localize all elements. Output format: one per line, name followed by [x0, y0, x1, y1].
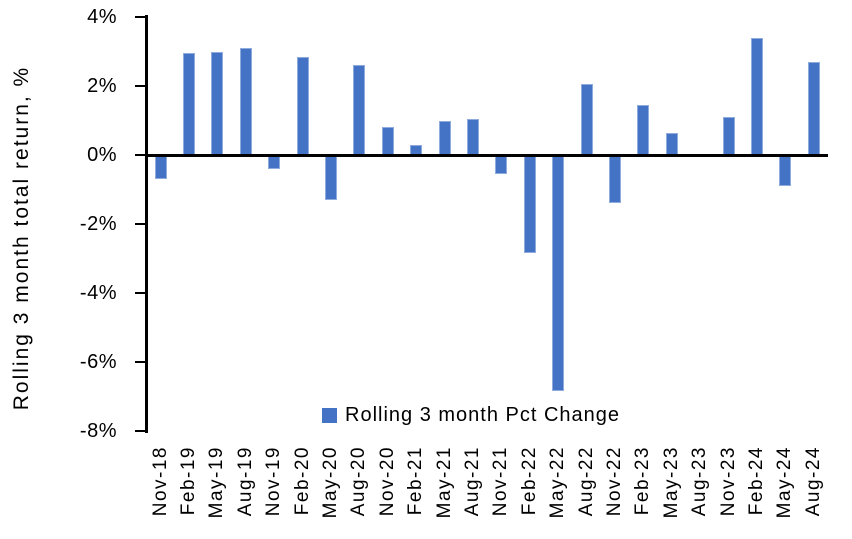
y-tick-mark: [135, 85, 145, 87]
y-tick-label: -4%: [79, 282, 117, 304]
y-tick-label: -6%: [79, 351, 117, 373]
bar-Aug-22: [580, 84, 593, 155]
zero-baseline: [145, 153, 828, 157]
x-tick-label: May-20: [319, 446, 341, 519]
legend-label: Rolling 3 month Pct Change: [345, 404, 621, 426]
bar-Nov-19: [268, 155, 281, 169]
y-tick-mark: [135, 154, 145, 156]
bar-Aug-20: [353, 65, 366, 155]
x-tick-label: Feb-24: [745, 446, 767, 516]
y-axis-title: Rolling 3 month total return, %: [10, 65, 33, 411]
y-axis-line: [145, 15, 148, 433]
y-tick-label: -8%: [79, 420, 117, 442]
y-tick-label: 0%: [87, 144, 117, 166]
legend-swatch: [322, 408, 337, 423]
bar-Feb-22: [523, 155, 536, 254]
x-tick-label: Aug-23: [689, 446, 711, 517]
bar-Feb-20: [296, 56, 309, 155]
x-tick-label: May-24: [774, 446, 796, 519]
bar-Feb-24: [750, 37, 763, 155]
bar-Nov-21: [495, 155, 508, 174]
x-tick-label: Nov-20: [376, 446, 398, 517]
bar-May-24: [779, 155, 792, 187]
x-tick-label: Nov-19: [263, 446, 285, 517]
bar-Aug-24: [807, 61, 820, 155]
y-tick-mark: [135, 361, 145, 363]
x-tick-label: May-23: [660, 446, 682, 519]
x-tick-label: May-22: [547, 446, 569, 519]
x-tick-label: Nov-21: [490, 446, 512, 517]
x-tick-label: Aug-21: [461, 446, 483, 517]
y-tick-mark: [135, 223, 145, 225]
bar-Aug-21: [466, 118, 479, 155]
bar-Feb-19: [182, 53, 195, 155]
bar-Nov-18: [154, 155, 167, 180]
legend: Rolling 3 month Pct Change: [322, 404, 620, 427]
bar-Aug-19: [239, 48, 252, 155]
x-tick-label: Feb-19: [177, 446, 199, 516]
x-tick-label: Feb-21: [405, 446, 427, 516]
y-tick-label: -2%: [79, 213, 117, 235]
x-tick-label: Aug-20: [348, 446, 370, 517]
bar-May-22: [552, 155, 565, 392]
x-tick-label: Nov-18: [149, 446, 171, 517]
bar-Nov-23: [722, 117, 735, 155]
x-tick-label: Feb-20: [291, 446, 313, 516]
bar-Feb-23: [637, 104, 650, 155]
x-tick-label: Aug-24: [802, 446, 824, 517]
y-tick-mark: [135, 292, 145, 294]
bar-May-19: [211, 51, 224, 155]
y-tick-mark: [135, 430, 145, 432]
x-tick-label: Feb-22: [518, 446, 540, 516]
bar-May-21: [438, 120, 451, 155]
bar-Nov-22: [608, 155, 621, 204]
bar-May-20: [324, 155, 337, 200]
x-tick-label: Nov-22: [603, 446, 625, 517]
x-tick-label: Feb-23: [632, 446, 654, 516]
bar-May-23: [665, 132, 678, 155]
x-tick-label: May-21: [433, 446, 455, 519]
y-tick-label: 4%: [87, 6, 117, 28]
x-tick-label: Nov-23: [717, 446, 739, 517]
y-tick-label: 2%: [87, 75, 117, 97]
bar-Nov-20: [381, 127, 394, 155]
x-tick-label: Aug-22: [575, 446, 597, 517]
y-tick-mark: [135, 16, 145, 18]
x-tick-label: May-19: [206, 446, 228, 519]
x-tick-label: Aug-19: [234, 446, 256, 517]
